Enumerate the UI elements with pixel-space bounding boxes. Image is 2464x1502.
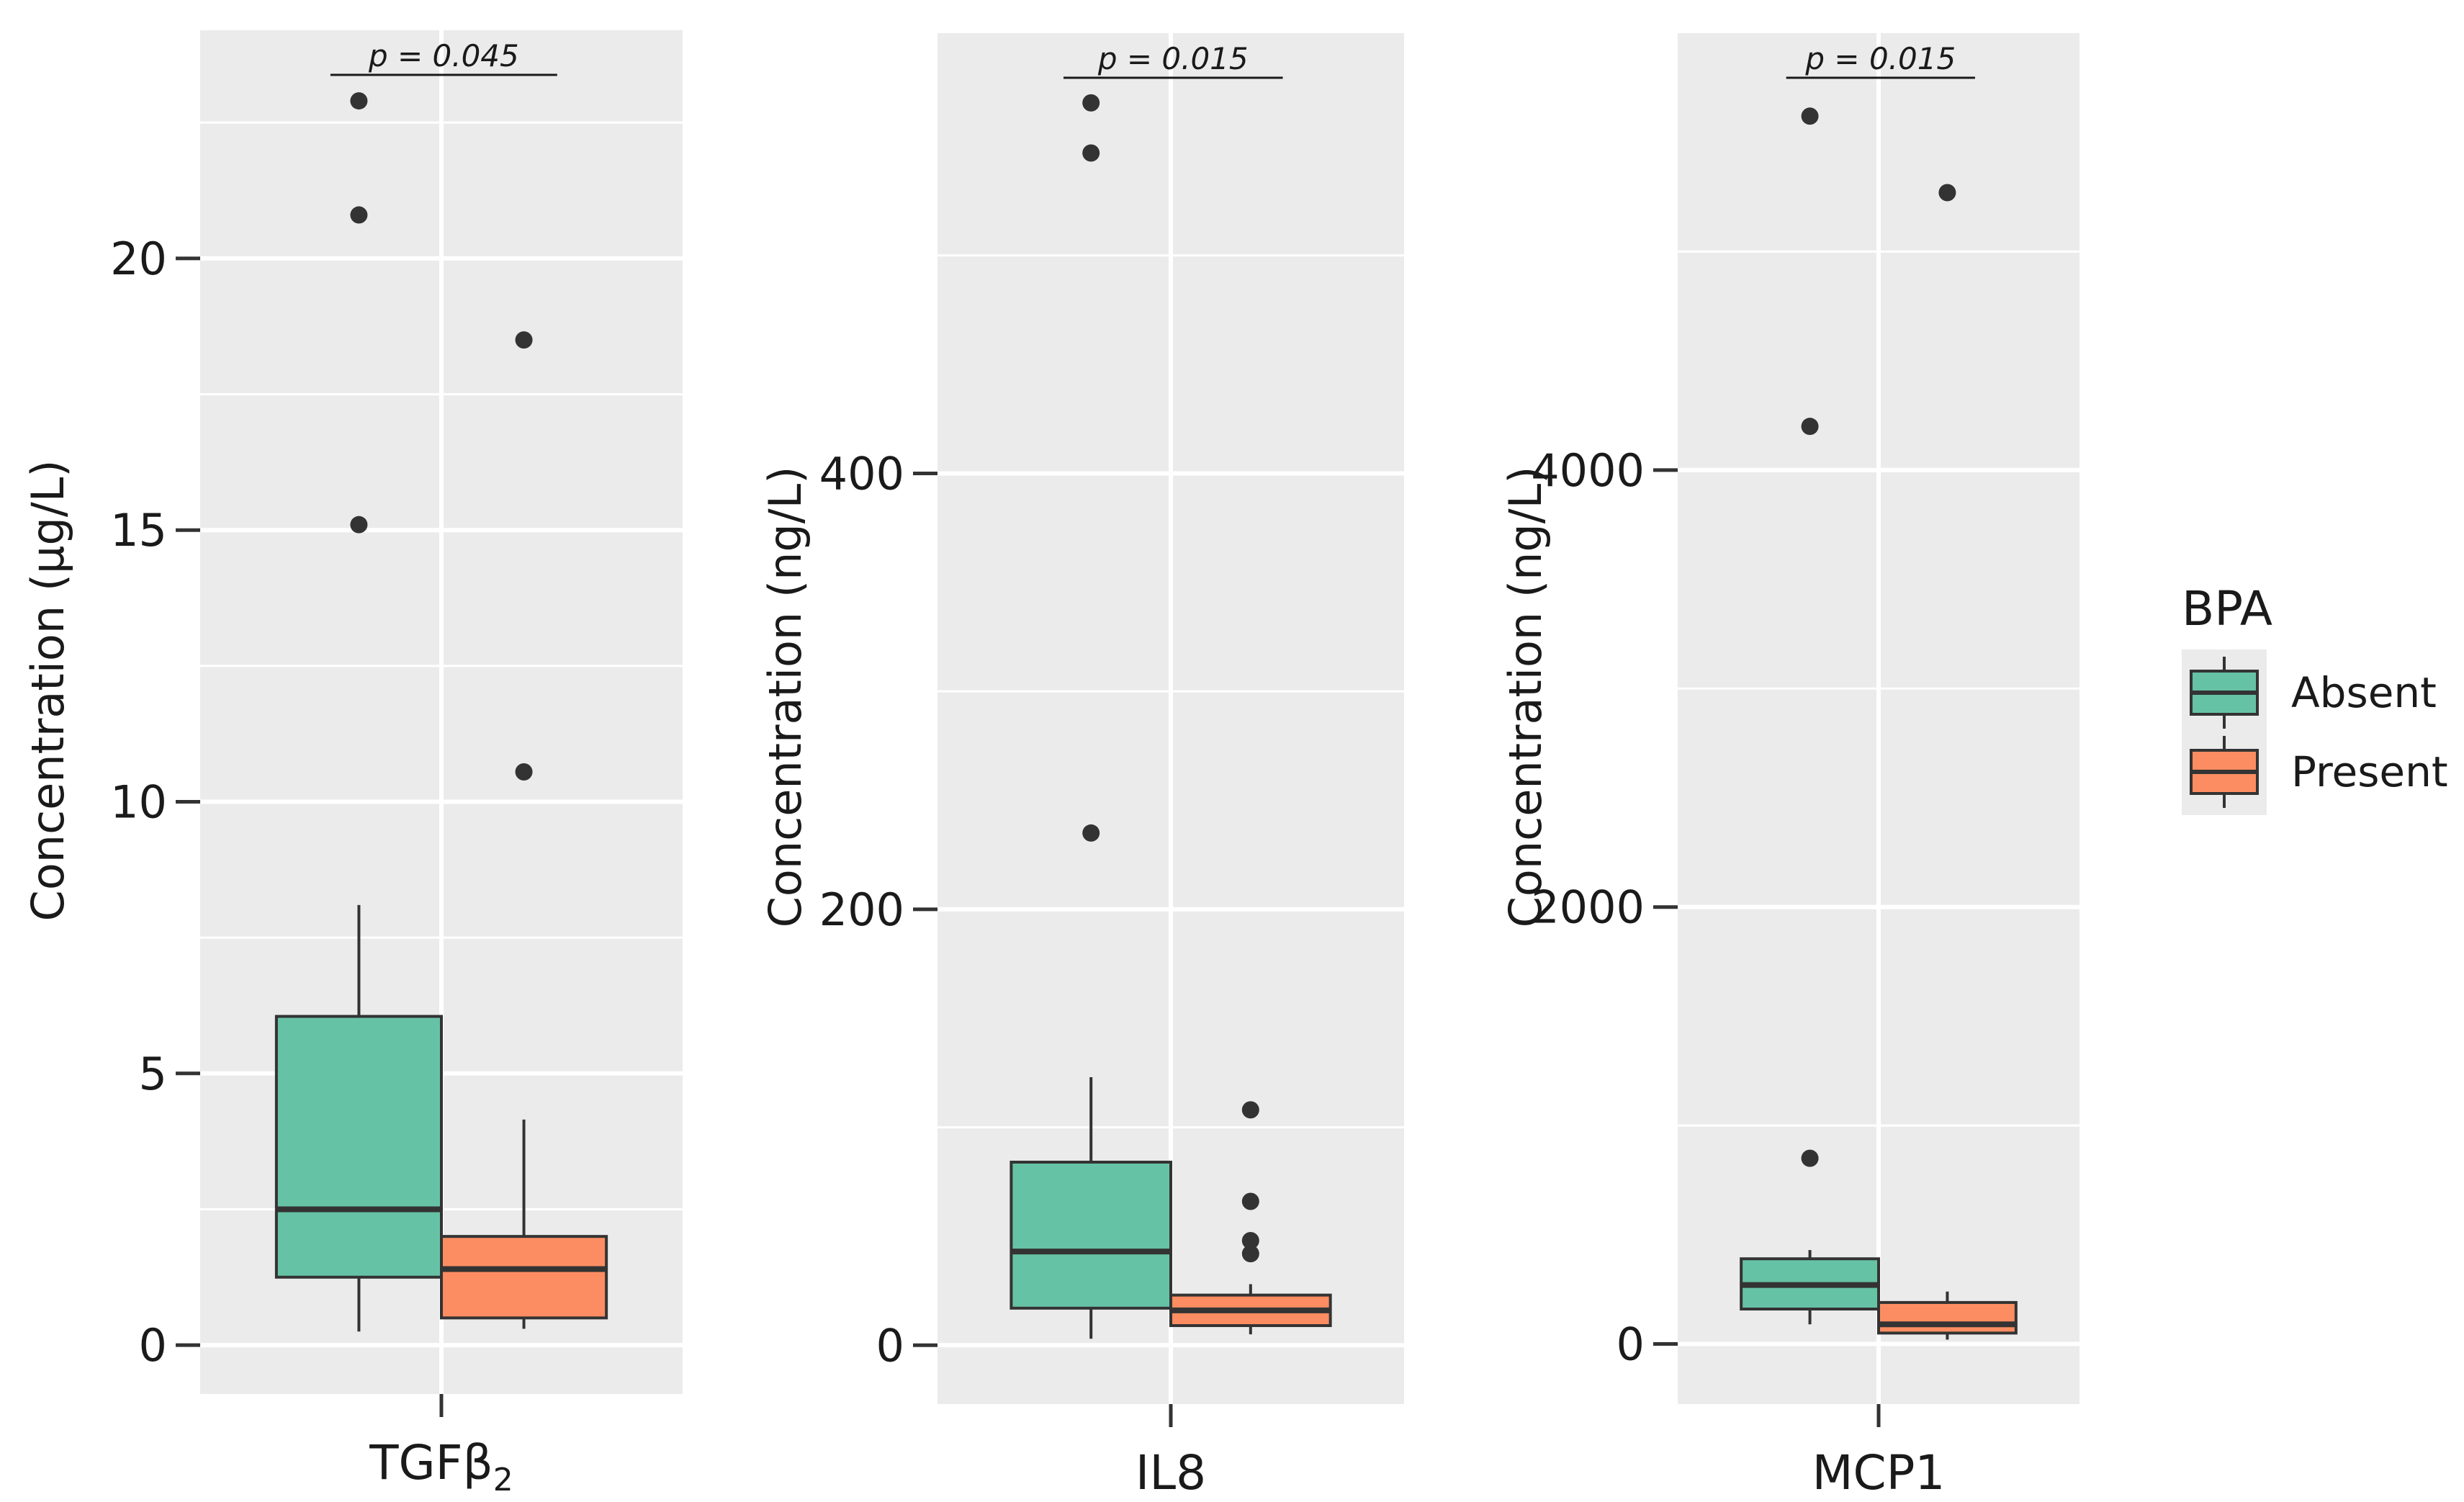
legend-key-present [2190, 736, 2259, 808]
outlier-point [515, 331, 533, 349]
outlier-point [1082, 144, 1100, 162]
y-tick-label: 200 [819, 883, 904, 936]
category-subscript: 2 [493, 1462, 513, 1498]
outlier-point [1801, 1149, 1819, 1167]
p-value-label: p = 0.015 [1097, 41, 1249, 76]
legend: BPA Absent Present [2182, 581, 2448, 815]
y-tick-label: 20 [110, 233, 167, 285]
box-absent [1010, 94, 1173, 1339]
box-absent [1740, 107, 1881, 1325]
outlier-point [1241, 1231, 1259, 1249]
outlier-point [1241, 1192, 1259, 1210]
box-present [1169, 1101, 1332, 1335]
panel-il8: 0 200 400 IL8 Concentration (ng/L) p = 0.015 [759, 33, 1404, 1501]
legend-label-absent: Absent [2291, 668, 2437, 717]
y-tick-label: 0 [139, 1319, 167, 1372]
outlier-point [1241, 1101, 1259, 1119]
y-tick-label: 10 [110, 776, 167, 829]
y-axis-title: Concentration (ng/L) [1499, 467, 1552, 928]
y-tick-label: 2000 [1531, 881, 1645, 934]
x-category-label: TGFβ2 [369, 1435, 513, 1498]
p-value-label: p = 0.045 [368, 38, 519, 73]
panel-tgfb2: 0 5 10 15 20 TGFβ2 Concentration (µg/L) p = 0.0… [22, 30, 683, 1498]
panel-mcp1: 0 2000 4000 MCP1 Concentration (ng/L) p = 0.0… [1499, 33, 2079, 1501]
y-tick-label: 400 [819, 447, 904, 500]
box-iqr [274, 1015, 443, 1279]
p-value-label: p = 0.015 [1804, 41, 1956, 76]
y-axis-title: Concentration (µg/L) [22, 460, 74, 922]
outlier-point [1801, 418, 1819, 436]
y-tick-label: 15 [110, 504, 167, 557]
outlier-point [1241, 1245, 1259, 1263]
outlier-point [1082, 824, 1100, 842]
box-present [1877, 184, 2018, 1340]
y-tick-label: 0 [1617, 1318, 1645, 1371]
y-tick-label: 5 [139, 1048, 167, 1100]
outlier-point [1938, 184, 1956, 202]
outlier-point [1082, 94, 1100, 112]
y-axis-title: Concentration (ng/L) [759, 467, 811, 928]
box-absent [274, 92, 443, 1332]
legend-title: BPA [2182, 581, 2272, 637]
x-category-label: IL8 [1136, 1445, 1206, 1501]
box-iqr [1010, 1161, 1173, 1310]
outlier-point [515, 763, 533, 781]
box-iqr [440, 1235, 608, 1320]
y-tick-label: 4000 [1531, 444, 1645, 497]
legend-label-present: Present [2291, 747, 2448, 796]
box-iqr [1877, 1300, 2018, 1335]
outlier-point [350, 206, 368, 224]
legend-key-absent [2190, 657, 2259, 729]
outlier-point [350, 92, 368, 110]
y-tick-label: 0 [876, 1319, 904, 1372]
outlier-point [350, 516, 368, 534]
outlier-point [1801, 107, 1819, 125]
x-category-label: MCP1 [1812, 1445, 1946, 1501]
box-present [440, 331, 608, 1329]
